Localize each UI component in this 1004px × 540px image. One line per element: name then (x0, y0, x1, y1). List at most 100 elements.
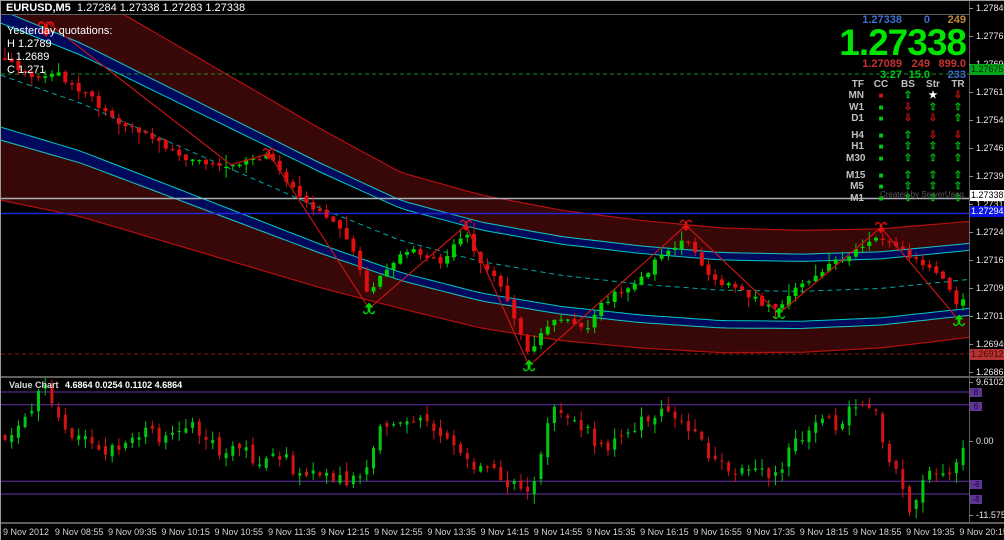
price-axis[interactable]: 1.278401.277651.276901.276151.275401.274… (969, 1, 1004, 540)
tf-group-gap (846, 204, 970, 210)
price-tick-label: 1.27240 (976, 227, 1004, 237)
axis-tick-mark (969, 515, 973, 516)
tf-row-label-d1: D1 (851, 112, 864, 124)
str-up-icon: ⇧ (928, 181, 938, 193)
tf-header-tr: TR (951, 79, 965, 90)
axis-tick-mark (969, 372, 973, 373)
sell-arrow-icon (679, 219, 693, 232)
pane-separator[interactable] (1, 376, 1004, 378)
price-tick-label: 1.27390 (976, 171, 1004, 181)
price-tick-label: 1.27165 (976, 255, 1004, 265)
band-area (1, 140, 969, 353)
tf-header-str: Str (926, 79, 940, 90)
price-tick-label: 1.27615 (976, 87, 1004, 97)
axis-tick-mark (969, 260, 973, 261)
buy-arrow-icon (772, 307, 786, 320)
time-tick-label: 9 Nov 20:15 (959, 527, 1004, 537)
buy-arrow-icon (952, 314, 966, 327)
tr-down-icon: ⇩ (953, 130, 963, 142)
buy-arrow-icon (522, 359, 536, 372)
bs-up-icon: ⇧ (903, 90, 913, 102)
bs-up-icon: ⇧ (903, 130, 913, 142)
tf-header-cc: CC (873, 79, 889, 90)
price-tick-label: 1.26940 (976, 339, 1004, 349)
bs-up-icon: ⇧ (903, 192, 913, 204)
time-tick-label: 9 Nov 08:55 (54, 527, 104, 537)
price-tag: 1.27338 (970, 189, 1004, 201)
tf-row-label-mn: MN (848, 90, 864, 102)
value-tick-label: 9.6102 (976, 377, 1004, 387)
quote-bid-small: 1.27338 (862, 14, 902, 26)
tf-header-bs: BS (901, 79, 915, 90)
tr-up-icon: ⇧ (953, 170, 963, 182)
axis-tick-mark (969, 148, 973, 149)
price-tag: 1.26912 (970, 348, 1004, 360)
tf-row-label-w1: W1 (849, 101, 864, 113)
chart-title: EURUSD,M5 1.27284 1.27338 1.27283 1.2733… (6, 2, 245, 14)
quote-counter: 233 (947, 69, 966, 81)
time-tick-label: 9 Nov 14:15 (480, 527, 530, 537)
tf-row-label-m15: M15 (846, 170, 866, 182)
yesterday-close: C 1.271 (7, 64, 46, 76)
ohlc-values: 1.27284 1.27338 1.27283 1.27338 (76, 2, 246, 14)
yesterday-label: Yesterday quotations: (7, 25, 113, 37)
price-tick-label: 1.27465 (976, 143, 1004, 153)
value-bars-layer (3, 378, 965, 519)
price-tick-label: 1.27090 (976, 283, 1004, 293)
sell-arrow-icon (37, 21, 55, 37)
price-tick-label: 1.27015 (976, 311, 1004, 321)
axis-tick-mark (969, 288, 973, 289)
value-level-tag: 6 (970, 401, 982, 411)
big-price: 1.27338 (839, 22, 967, 63)
tf-row-label-m1: M1 (850, 192, 864, 204)
quote-low-pips: 249 (911, 58, 930, 70)
time-tick-label: 9 Nov 11:35 (268, 527, 316, 537)
tr-up-icon: ⇧ (953, 181, 963, 193)
axis-tick-mark (969, 120, 973, 121)
price-tick-label: 1.27840 (976, 3, 1004, 13)
band-line (1, 139, 969, 330)
value-chart-title: Value Chart (9, 380, 59, 390)
time-tick-label: 9 Nov 16:55 (693, 527, 742, 537)
cc-square-icon: ■ (878, 102, 884, 112)
yesterday-low: L 1.2689 (7, 51, 50, 63)
yesterday-quotations: Yesterday quotations: H 1.2789 L 1.2689 … (7, 25, 112, 77)
axis-tick-mark (969, 316, 973, 317)
time-axis[interactable]: 9 Nov 2012 9 Nov 08:55 9 Nov 09:35 9 Nov 10… (1, 524, 1004, 540)
value-tick-label: -11.5751 (976, 510, 1004, 520)
axis-tick-mark (969, 8, 973, 9)
time-tick-label: 9 Nov 13:35 (427, 527, 476, 537)
tf-row-label-m30: M30 (846, 152, 866, 164)
bs-up-icon: ⇧ (903, 170, 913, 182)
band-line (1, 74, 969, 292)
tf-table-header: TF CC BS Str TR (846, 79, 970, 90)
price-tick-label: 1.27540 (976, 115, 1004, 125)
price-tick-label: 1.26865 (976, 367, 1004, 377)
str-up-icon: ⇧ (928, 170, 938, 182)
watermark: Created by ServerUang (879, 190, 964, 199)
time-tick-label: 9 Nov 09:35 (108, 527, 157, 537)
value-chart-layer (1, 378, 969, 519)
sell-arrow-icon (262, 147, 276, 160)
quote-row-low: 1.27089 249 899.0 (806, 59, 966, 70)
time-tick-label: 9 Nov 17:35 (746, 527, 796, 537)
quote-range: 249 (947, 14, 966, 26)
time-tick-label: 9 Nov 10:15 (161, 527, 210, 537)
band-line (123, 15, 969, 231)
time-tick-label: 9 Nov 16:15 (640, 527, 689, 537)
bs-up-icon: ⇧ (903, 152, 913, 164)
axis-tick-mark (969, 382, 973, 383)
tf-header-tf: TF (851, 79, 864, 90)
main-pane-top-border (1, 14, 969, 15)
time-tick-label: 9 Nov 18:55 (852, 527, 902, 537)
timeframe-signal-table: TF CC BS Str TR MN ■ ⇧ ★ ⇩ W1 ■ ⇩ ⇧ ⇧ D1 ■ ⇩ ⇩ ⇧ H4 ■ ⇧ ⇩ ⇩ H1 ■ ⇧ ⇧… (846, 79, 970, 210)
axis-tick-mark (969, 441, 973, 442)
candle-timer: 3:27 (879, 69, 902, 81)
cc-square-icon: ■ (878, 193, 884, 203)
tf-row-label-h1: H1 (851, 141, 864, 153)
bs-up-icon: ⇧ (903, 141, 913, 153)
main-chart-layer (1, 15, 969, 372)
bs-down-icon: ⇩ (903, 101, 913, 113)
